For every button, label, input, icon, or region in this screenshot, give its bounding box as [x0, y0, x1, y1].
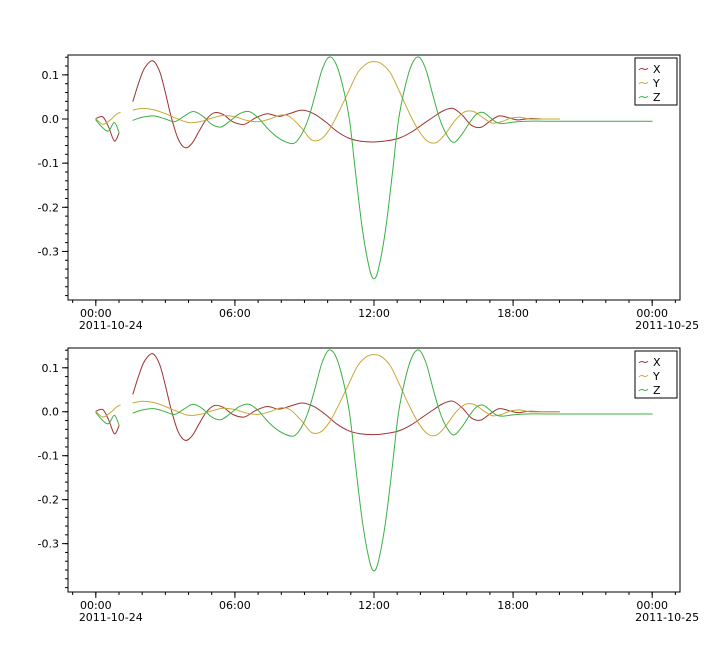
- legend-line-sample: [638, 81, 649, 85]
- y-tick-label: -0.2: [38, 494, 59, 507]
- legend-item-Z: Z: [638, 91, 661, 104]
- y-tick-label: -0.2: [38, 201, 59, 214]
- x-tick-label: 00:00: [636, 307, 668, 320]
- y-tick-label: 0.1: [42, 362, 60, 375]
- series-Z-line: [132, 349, 653, 572]
- legend: XYZ: [634, 350, 678, 399]
- series-Z: [95, 56, 653, 280]
- y-axis: 0.1 0.0 -0.1 -0.2 -0.3: [38, 69, 68, 258]
- y-tick-label: -0.1: [38, 157, 59, 170]
- y-tick-label: -0.1: [38, 450, 59, 463]
- x-date-label: 2011-10-24: [79, 611, 143, 624]
- series-Y: [95, 354, 560, 437]
- legend-label: Z: [653, 91, 661, 104]
- y-axis: 0.1 0.0 -0.1 -0.2 -0.3: [38, 362, 68, 551]
- x-date-label: 2011-10-25: [635, 611, 699, 624]
- legend-item-Y: Y: [638, 370, 660, 383]
- y-tick-label: -0.3: [38, 245, 59, 258]
- series-Z: [95, 349, 653, 572]
- series-Y-line: [132, 61, 560, 144]
- x-tick-label: 00:00: [636, 599, 668, 612]
- x-tick-label: 06:00: [219, 307, 251, 320]
- x-tick-label: 12:00: [358, 599, 390, 612]
- series-X: [95, 353, 560, 441]
- series-Y-line: [95, 111, 121, 125]
- x-tick-label: 00:00: [80, 307, 112, 320]
- legend-line-sample: [638, 374, 649, 378]
- x-tick-label: 18:00: [497, 599, 529, 612]
- legend-line-sample: [638, 67, 649, 71]
- y-tick-label: -0.3: [38, 538, 59, 551]
- legend-item-Y: Y: [638, 77, 660, 90]
- legend: XYZ: [634, 57, 678, 106]
- plot-border: [67, 54, 681, 301]
- legend-item-X: X: [638, 356, 661, 369]
- plot-border: [67, 347, 681, 593]
- legend-line-sample: [638, 388, 649, 392]
- x-tick-label: 00:00: [80, 599, 112, 612]
- y-tick-label: 0.0: [42, 406, 60, 419]
- series-X-line: [95, 115, 120, 142]
- y-tick-label: 0.1: [42, 69, 60, 82]
- legend-item-X: X: [638, 63, 661, 76]
- series-Z-line: [95, 119, 120, 133]
- legend-label: X: [653, 63, 661, 76]
- series-X: [95, 60, 560, 149]
- legend-label: Y: [652, 370, 660, 383]
- x-tick-label: 12:00: [358, 307, 390, 320]
- legend-line-sample: [638, 360, 649, 364]
- series-Z-line: [95, 412, 120, 426]
- x-tick-label: 06:00: [219, 599, 251, 612]
- series-Y-line: [132, 354, 560, 437]
- legend-item-Z: Z: [638, 384, 661, 397]
- series-Y: [95, 61, 560, 144]
- series-X-line: [132, 60, 560, 149]
- series-Z-line: [132, 56, 653, 280]
- x-tick-label: 18:00: [497, 307, 529, 320]
- legend-label: Z: [653, 384, 661, 397]
- legend-label: X: [653, 356, 661, 369]
- legend-label: Y: [652, 77, 660, 90]
- y-tick-label: 0.0: [42, 113, 60, 126]
- legend-line-sample: [638, 95, 649, 99]
- x-date-label: 2011-10-24: [79, 319, 143, 332]
- x-date-label: 2011-10-25: [635, 319, 699, 332]
- series-Y-line: [95, 404, 121, 418]
- series-X-line: [132, 353, 560, 441]
- series-X-line: [95, 408, 120, 435]
